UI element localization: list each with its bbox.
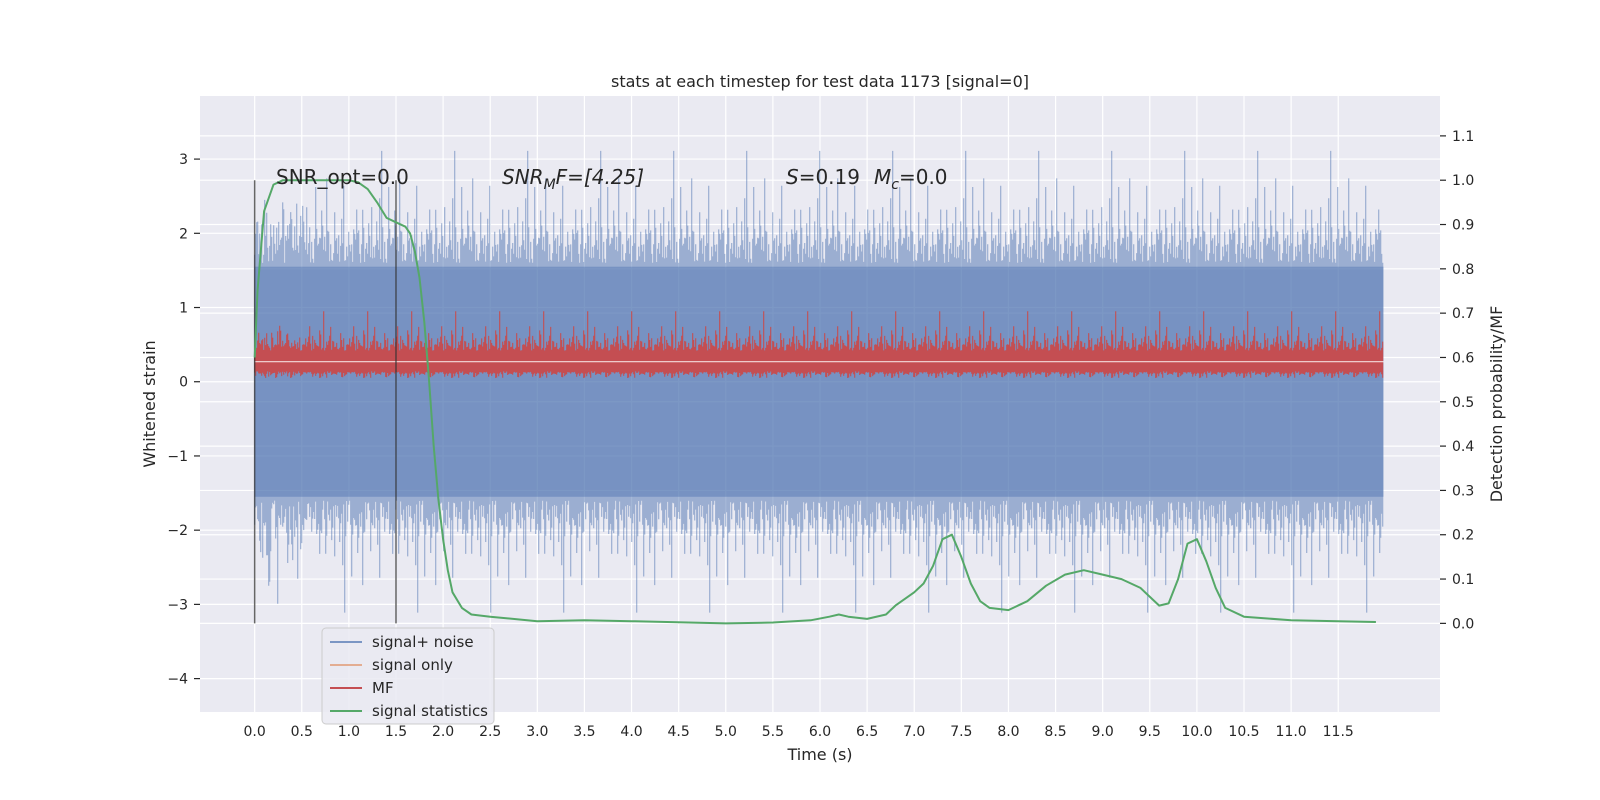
x-axis-label: Time (s): [786, 745, 852, 764]
y-left-axis-label: Whitened strain: [140, 340, 159, 467]
legend-label: signal only: [372, 656, 453, 674]
y-right-tick-label: 0.1: [1452, 572, 1474, 588]
x-tick-label: 3.0: [526, 724, 548, 740]
x-axis-ticks: 0.0 0.5 1.0 1.5 2.0 2.5 3.0 3.5 4.0 4.5 5.0 5.5 6.0 6…: [244, 724, 1354, 740]
y-right-tick-label: 1.0: [1452, 173, 1474, 189]
annotation-snr-mf: SNRMF=[4.25]: [502, 165, 644, 193]
x-tick-label: 6.5: [856, 724, 878, 740]
y-left-axis-ticks: 3 2 1 0 −1 −2 −3 −4: [167, 152, 200, 688]
x-tick-label: 5.5: [762, 724, 784, 740]
x-tick-label: 7.0: [903, 724, 925, 740]
y-right-axis-ticks: 1.1 1.0 0.9 0.8 0.7 0.6 0.5 0.4 0.3 0.2 0.1 0.0: [1440, 129, 1474, 632]
snr-mf-value: F=[4.25]: [556, 165, 644, 189]
noise-core: [254, 266, 1384, 497]
y-right-tick-label: 0.3: [1452, 483, 1474, 499]
x-tick-label: 1.0: [338, 724, 360, 740]
x-tick-label: 4.0: [620, 724, 642, 740]
x-tick-label: 0.5: [291, 724, 313, 740]
x-tick-label: 10.0: [1181, 724, 1212, 740]
x-tick-label: 8.5: [1044, 724, 1066, 740]
snr-mf-symbol: SNR: [502, 165, 544, 189]
y-right-tick-label: 0.8: [1452, 262, 1474, 278]
x-tick-label: 2.5: [479, 724, 501, 740]
y-left-tick-label: 3: [179, 152, 188, 168]
y-left-tick-label: 0: [179, 375, 188, 391]
x-tick-label: 9.0: [1092, 724, 1114, 740]
series-signal-statistics: [253, 179, 1376, 625]
mc-value: =0.0: [899, 165, 948, 189]
legend-label: signal+ noise: [372, 633, 474, 651]
legend-box: [321, 627, 495, 725]
y-right-tick-label: 0.4: [1452, 439, 1474, 455]
y-left-tick-label: 2: [179, 226, 188, 242]
mc-subscript: c: [891, 177, 899, 193]
s-symbol: S: [786, 165, 799, 189]
y-right-tick-label: 0.6: [1452, 350, 1474, 366]
y-left-tick-label: −4: [167, 672, 188, 688]
x-tick-label: 3.5: [573, 724, 595, 740]
mc-symbol: M: [874, 165, 891, 189]
y-right-tick-label: 1.1: [1452, 129, 1474, 145]
y-left-tick-label: 1: [179, 301, 188, 317]
y-right-tick-label: 0.7: [1452, 306, 1474, 322]
y-right-tick-label: 0.2: [1452, 528, 1474, 544]
legend-label: MF: [372, 679, 394, 697]
x-tick-label: 7.5: [950, 724, 972, 740]
x-tick-label: 9.5: [1139, 724, 1161, 740]
x-tick-label: 0.0: [244, 724, 266, 740]
x-tick-label: 11.0: [1276, 724, 1307, 740]
x-tick-label: 11.5: [1323, 724, 1354, 740]
annotation-s-mc: S=0.19 Mc=0.0: [786, 165, 948, 193]
x-tick-label: 1.5: [385, 724, 407, 740]
x-tick-label: 10.5: [1228, 724, 1259, 740]
vertical-markers: [253, 180, 397, 624]
x-tick-label: 8.0: [997, 724, 1019, 740]
y-left-tick-label: −3: [167, 597, 188, 613]
y-right-axis-label: Detection probability/MF: [1487, 306, 1506, 503]
x-tick-label: 4.5: [668, 724, 690, 740]
legend-label: signal statistics: [372, 702, 488, 720]
y-left-tick-label: −1: [167, 449, 188, 465]
chart-title: stats at each timestep for test data 117…: [611, 72, 1029, 91]
x-tick-label: 5.0: [715, 724, 737, 740]
series-signal-noise: [254, 150, 1384, 613]
y-right-tick-label: 0.5: [1452, 395, 1474, 411]
x-tick-label: 6.0: [809, 724, 831, 740]
y-right-tick-label: 0.0: [1452, 616, 1474, 632]
annotation-snr-opt: SNR_opt=0.0: [276, 165, 409, 189]
y-right-tick-label: 0.9: [1452, 218, 1474, 234]
x-tick-label: 2.0: [432, 724, 454, 740]
s-value: =0.19: [799, 165, 860, 189]
legend: signal+ noise signal only MF signal statist…: [321, 627, 495, 725]
statistics-line: [253, 179, 1376, 625]
snr-mf-subscript: M: [544, 177, 556, 193]
y-left-tick-label: −2: [167, 523, 188, 539]
